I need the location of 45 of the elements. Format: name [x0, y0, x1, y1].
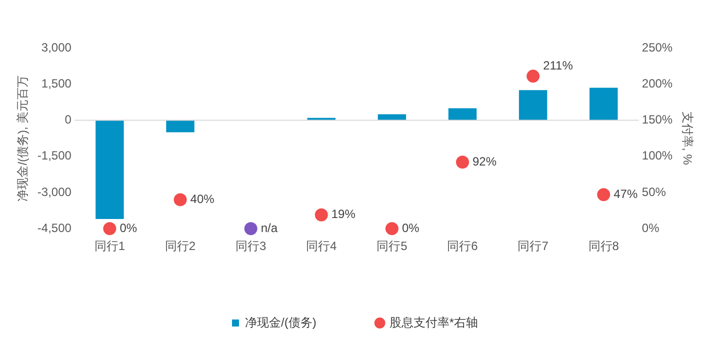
point [526, 70, 540, 83]
data-label: n/a [260, 220, 278, 235]
point [314, 208, 328, 222]
point [244, 222, 258, 236]
point [174, 193, 187, 206]
data-label: 0% [402, 220, 420, 235]
bar [96, 120, 124, 219]
bar [166, 120, 194, 132]
data-label: 47% [614, 186, 638, 201]
point [597, 188, 610, 202]
y2-tick-label: 200% [642, 76, 673, 90]
legend-label: 净现金/(债务) [245, 315, 316, 330]
y-axis-title: 净现金/(债务), 美元百万 [16, 75, 30, 202]
y-tick-label: -4,500 [37, 220, 72, 235]
data-label: 40% [190, 192, 215, 206]
point [456, 156, 470, 169]
y2-tick-label: 150% [642, 112, 673, 127]
point [103, 222, 116, 236]
x-tick-label: 同行2 [164, 239, 196, 254]
bar [518, 90, 548, 120]
legend-label: 股息支付率*右轴 [389, 315, 478, 330]
x-tick-label: 同行4 [306, 239, 338, 254]
bar [590, 88, 618, 120]
x-tick-label: 同行1 [94, 239, 126, 254]
y-tick-label: -1,500 [37, 148, 72, 163]
x-tick-label: 同行6 [447, 239, 478, 254]
data-label: 0% [120, 220, 138, 235]
y2-axis-title: 支付率, % [680, 112, 694, 166]
point [385, 222, 398, 236]
y-tick-label: -3,000 [37, 184, 72, 199]
x-tick-label: 同行5 [376, 239, 408, 254]
y-tick-label: 0 [64, 112, 72, 127]
y-tick-label: 1,500 [41, 76, 72, 90]
y2-tick-label: 100% [642, 148, 673, 163]
data-label: 211% [543, 58, 574, 72]
data-label: 19% [331, 207, 356, 222]
x-tick-label: 同行7 [518, 239, 549, 254]
x-tick-label: 同行3 [235, 239, 266, 254]
y2-tick-label: 250% [642, 40, 673, 54]
y2-tick-label: 50% [642, 184, 666, 199]
bar [448, 108, 477, 120]
x-tick-label: 同行8 [588, 239, 620, 254]
y-tick-label: 3,000 [41, 40, 72, 54]
y2-tick-label: 0% [642, 220, 660, 235]
data-label: 92% [472, 154, 497, 168]
